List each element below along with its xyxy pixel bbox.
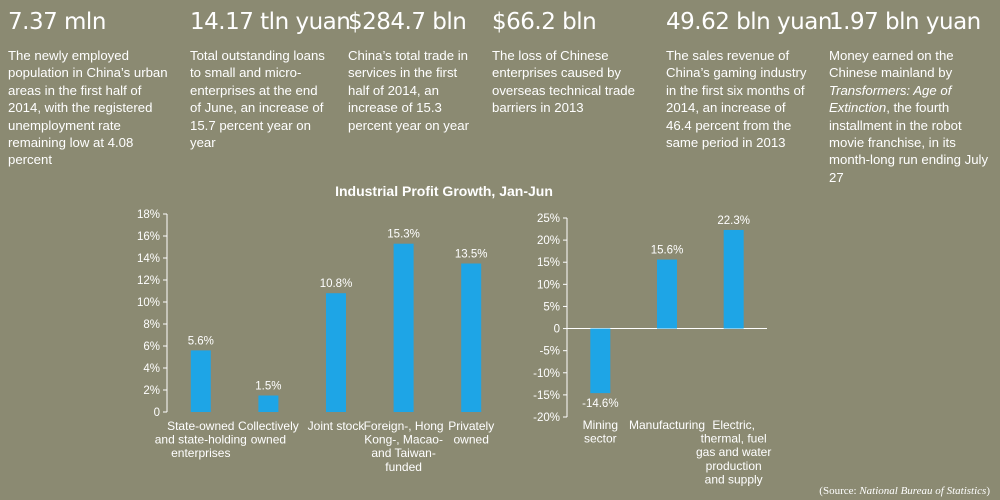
data-label: 1.5% [255, 381, 281, 393]
desc-text: , the fourth installment in the robot mo… [829, 100, 989, 185]
stat-description: Total outstanding loans to small and mic… [190, 48, 325, 151]
stat-description: The loss of Chinese enterprises caused b… [492, 48, 635, 116]
category-label: Joint stock [308, 419, 366, 433]
stat-value: $66.2 bln [492, 9, 597, 35]
y-tick-label: 10% [537, 279, 560, 291]
category-label: and supply [705, 472, 763, 486]
stat-gaming: 49.62 bln yuan The sales revenue of Chin… [666, 6, 832, 151]
category-label: and state-holding [155, 433, 247, 447]
category-label: Privately [448, 419, 494, 433]
y-tick-label: 20% [537, 235, 560, 247]
category-label: gas and water [696, 445, 771, 459]
bar [657, 259, 677, 329]
data-label: 15.6% [651, 245, 684, 257]
y-tick-label: -10% [533, 368, 560, 380]
data-label: -14.6% [582, 398, 618, 410]
stat-description: The sales revenue of China’s gaming indu… [666, 48, 807, 151]
category-label: production [706, 459, 762, 473]
y-tick-label: 6% [143, 341, 160, 353]
stat-box-office: 1.97 bln yuan Money earned on the Chines… [829, 6, 994, 186]
bar [326, 293, 346, 412]
stat-description: The newly employed population in China’s… [8, 48, 168, 168]
y-tick-label: -5% [540, 346, 560, 358]
y-tick-label: 4% [143, 363, 160, 375]
category-label: Manufacturing [629, 418, 705, 432]
source-name: National Bureau of Statistics [859, 485, 987, 497]
stat-value: 49.62 bln yuan [666, 9, 832, 35]
category-label: Kong-, Macao- [364, 433, 443, 447]
y-tick-label: -20% [533, 412, 560, 424]
category-label: Mining [583, 418, 618, 432]
y-tick-label: -15% [533, 390, 560, 402]
category-label: owned [251, 433, 286, 447]
category-label: and Taiwan- [371, 446, 436, 460]
y-tick-label: 10% [137, 297, 160, 309]
stat-value: 14.17 tln yuan [190, 9, 351, 35]
stat-employment: 7.37 mln The newly employed population i… [8, 6, 168, 169]
y-tick-label: 15% [537, 257, 560, 269]
category-label: enterprises [171, 446, 230, 460]
stat-description: Money earned on the Chinese mainland by … [829, 47, 994, 186]
stat-value: $284.7 bln [348, 9, 467, 35]
source-note: (Source: National Bureau of Statistics) [819, 485, 990, 497]
data-label: 15.3% [387, 229, 420, 241]
category-label: thermal, fuel [701, 432, 767, 446]
y-tick-label: 0 [154, 407, 160, 419]
y-tick-label: 25% [537, 213, 560, 225]
y-tick-label: 16% [137, 231, 160, 243]
y-tick-label: 8% [143, 319, 160, 331]
stat-value: 1.97 bln yuan [829, 9, 981, 35]
y-tick-label: 14% [137, 253, 160, 265]
y-tick-label: 18% [137, 209, 160, 221]
category-label: funded [385, 460, 422, 474]
stat-trade-services: $284.7 bln China’s total trade in servic… [348, 6, 478, 134]
data-label: 5.6% [188, 335, 214, 347]
stat-trade-barriers: $66.2 bln The loss of Chinese enterprise… [492, 6, 654, 117]
stat-loans: 14.17 tln yuan Total outstanding loans t… [190, 6, 351, 151]
y-tick-label: 5% [543, 301, 560, 313]
bar [723, 229, 744, 329]
bar [590, 328, 611, 394]
category-label: sector [584, 432, 617, 446]
y-tick-label: 0 [554, 324, 560, 336]
category-label: Foreign-, Hong [364, 419, 444, 433]
source-suffix: ) [986, 485, 990, 497]
bar [190, 350, 211, 412]
y-tick-label: 12% [137, 275, 160, 287]
movie-title: Transformers: Age of Extinction [829, 82, 952, 116]
stat-value: 7.37 mln [8, 9, 106, 35]
chart-title: Industrial Profit Growth, Jan-Jun [335, 183, 553, 199]
bar [258, 395, 279, 412]
category-label: owned [454, 433, 489, 447]
category-label: State-owned [167, 419, 234, 433]
bar [393, 243, 414, 412]
stat-description: China’s total trade in services in the f… [348, 48, 469, 133]
desc-text: Money earned on the Chinese mainland by [829, 48, 954, 81]
data-label: 13.5% [455, 249, 488, 261]
data-label: 10.8% [320, 278, 353, 290]
category-label: Collectively [238, 419, 299, 433]
data-label: 22.3% [717, 215, 750, 227]
category-label: Electric, [712, 418, 755, 432]
y-tick-label: 2% [143, 385, 160, 397]
source-prefix: (Source: [819, 485, 860, 497]
bar [461, 263, 482, 412]
